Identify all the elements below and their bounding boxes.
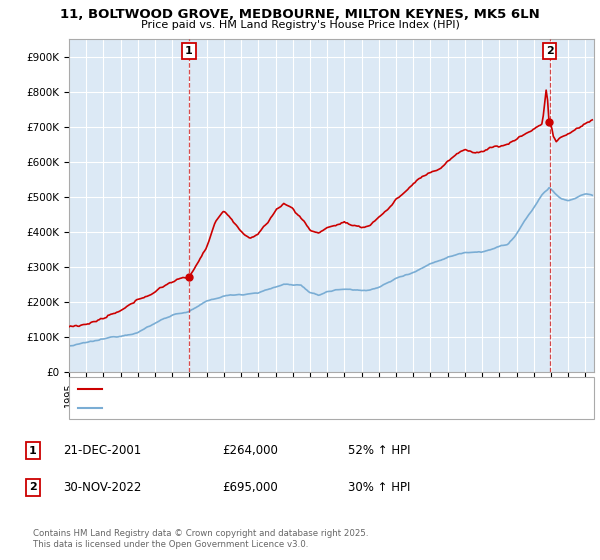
Text: 30-NOV-2022: 30-NOV-2022 [63,480,142,494]
Text: 30% ↑ HPI: 30% ↑ HPI [348,480,410,494]
Text: 21-DEC-2001: 21-DEC-2001 [63,444,141,458]
Text: 2: 2 [545,46,553,56]
Text: 2: 2 [29,482,37,492]
Text: 11, BOLTWOOD GROVE, MEDBOURNE, MILTON KEYNES, MK5 6LN (detached house): 11, BOLTWOOD GROVE, MEDBOURNE, MILTON KE… [106,384,512,394]
Text: 1: 1 [29,446,37,456]
Text: Price paid vs. HM Land Registry's House Price Index (HPI): Price paid vs. HM Land Registry's House … [140,20,460,30]
Text: HPI: Average price, detached house, Milton Keynes: HPI: Average price, detached house, Milt… [106,403,355,413]
Text: 52% ↑ HPI: 52% ↑ HPI [348,444,410,458]
Text: £264,000: £264,000 [222,444,278,458]
Text: £695,000: £695,000 [222,480,278,494]
Text: 11, BOLTWOOD GROVE, MEDBOURNE, MILTON KEYNES, MK5 6LN: 11, BOLTWOOD GROVE, MEDBOURNE, MILTON KE… [60,8,540,21]
Text: 1: 1 [185,46,193,56]
Text: Contains HM Land Registry data © Crown copyright and database right 2025.
This d: Contains HM Land Registry data © Crown c… [33,529,368,549]
